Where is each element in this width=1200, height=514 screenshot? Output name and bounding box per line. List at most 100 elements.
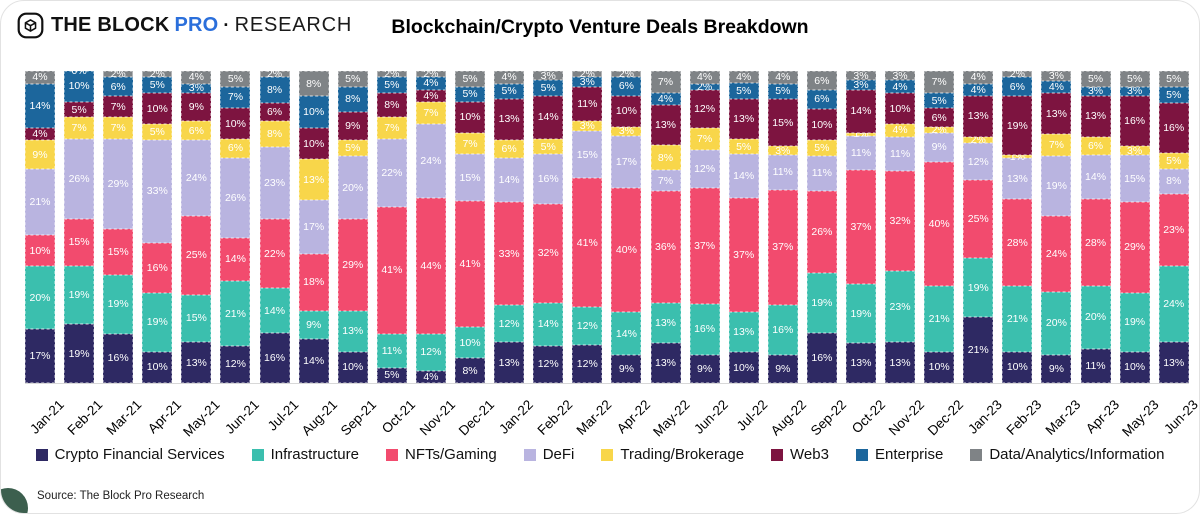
segment-value-label: 13% xyxy=(185,356,207,369)
segment-value-label: 5% xyxy=(501,85,517,98)
segment-crypto-financial-services: 9% xyxy=(611,355,642,383)
segment-enterprise: 5% xyxy=(142,77,173,93)
segment-nfts-gaming: 36% xyxy=(650,191,681,303)
segment-trading-brokerage: 7% xyxy=(1041,134,1072,157)
segment-defi: 7% xyxy=(650,169,681,192)
segment-value-label: 19% xyxy=(68,347,90,360)
segment-value-label: 14% xyxy=(537,111,559,124)
x-axis-label-jul-21: Jul-21 xyxy=(264,397,302,434)
segment-infrastructure: 20% xyxy=(1080,286,1111,349)
segment-infrastructure: 20% xyxy=(25,266,55,330)
segment-nfts-gaming: 29% xyxy=(337,219,368,311)
bar-jan-21: 17% 20% 10% 21% 9% 4% 14% 4% xyxy=(25,71,55,383)
segment-value-label: 16% xyxy=(772,323,794,336)
segment-enterprise: 4% xyxy=(963,83,994,96)
segment-web3: 13% xyxy=(494,99,525,140)
segment-defi: 14% xyxy=(494,158,525,203)
bar-apr-21: 10% 19% 16% 33% 5% 10% 5% 2% xyxy=(142,71,173,383)
segment-value-label: 9% xyxy=(931,141,947,154)
segment-value-label: 40% xyxy=(928,217,950,230)
segment-enterprise: 5% xyxy=(376,77,407,93)
segment-value-label: 10% xyxy=(303,137,325,150)
segment-defi: 24% xyxy=(415,123,446,198)
segment-value-label: 20% xyxy=(29,291,51,304)
segment-value-label: 44% xyxy=(420,259,442,272)
segment-value-label: 10% xyxy=(889,102,911,115)
segment-value-label: 3% xyxy=(579,120,595,133)
segment-crypto-financial-services: 21% xyxy=(963,317,994,383)
segment-value-label: 12% xyxy=(576,358,598,371)
bar-sep-22: 16% 19% 26% 11% 5% 10% 6% 6% xyxy=(806,71,837,383)
segment-web3: 6% xyxy=(924,108,955,128)
x-axis-label-aug-21: Aug-21 xyxy=(298,397,341,439)
segment-infrastructure: 24% xyxy=(1158,266,1189,343)
segment-enterprise: 4% xyxy=(415,77,446,90)
segment-value-label: 29% xyxy=(342,258,364,271)
segment-enterprise: 4% xyxy=(885,80,916,93)
logo-pro: PRO xyxy=(174,14,219,36)
segment-data-analytics-information: 4% xyxy=(767,71,798,84)
bar-feb-23: 10% 21% 28% 13% 1% 19% 6% 2% xyxy=(1002,71,1033,383)
x-axis-label-jul-22: Jul-22 xyxy=(733,397,771,434)
segment-enterprise: 3% xyxy=(845,78,876,91)
segment-value-label: 13% xyxy=(654,119,676,132)
segment-enterprise: 5% xyxy=(728,83,759,99)
segment-trading-brokerage: 3% xyxy=(767,145,798,156)
segment-web3: 13% xyxy=(728,98,759,139)
segment-value-label: 9% xyxy=(306,318,322,331)
segment-infrastructure: 23% xyxy=(885,270,916,343)
segment-value-label: 11% xyxy=(811,167,832,180)
segment-value-label: 13% xyxy=(1006,172,1028,185)
segment-data-analytics-information: 4% xyxy=(181,71,212,84)
segment-data-analytics-information: 2% xyxy=(103,71,134,79)
x-axis-label-mar-23: Mar-23 xyxy=(1042,397,1084,438)
bar-jan-22: 13% 12% 33% 14% 6% 13% 5% 4% xyxy=(494,71,525,383)
segment-value-label: 28% xyxy=(1085,236,1107,249)
x-axis-label-jan-22: Jan-22 xyxy=(496,397,536,437)
segment-value-label: 4% xyxy=(32,71,48,84)
segment-web3: 10% xyxy=(298,127,329,160)
segment-web3: 9% xyxy=(181,93,212,122)
bar-aug-21: 14% 9% 18% 17% 13% 10% 10% 8% xyxy=(298,71,329,383)
segment-value-label: 13% xyxy=(1163,356,1185,369)
segment-web3: 4% xyxy=(415,89,446,102)
segment-value-label: 14% xyxy=(264,304,286,317)
bar-jan-23: 21% 19% 25% 12% 2% 13% 4% 4% xyxy=(963,71,994,383)
segment-defi: 15% xyxy=(1119,155,1150,203)
segment-web3: 10% xyxy=(455,101,486,133)
segment-value-label: 5% xyxy=(1166,88,1182,101)
segment-enterprise: 4% xyxy=(650,92,681,106)
segment-value-label: 19% xyxy=(1006,119,1028,132)
segment-value-label: 20% xyxy=(342,181,364,194)
segment-value-label: 17% xyxy=(303,221,325,234)
segment-nfts-gaming: 41% xyxy=(376,206,407,334)
segment-value-label: 3% xyxy=(853,78,869,91)
segment-enterprise: 3% xyxy=(572,77,603,87)
bar-mar-23: 9% 20% 24% 19% 7% 13% 4% 3% xyxy=(1041,71,1072,383)
segment-web3: 8% xyxy=(376,92,407,118)
segment-value-label: 11% xyxy=(850,146,872,159)
segment-infrastructure: 12% xyxy=(415,333,446,371)
segment-value-label: 20% xyxy=(1045,317,1067,330)
segment-trading-brokerage: 6% xyxy=(494,139,525,159)
segment-value-label: 12% xyxy=(224,358,246,371)
segment-defi: 26% xyxy=(220,157,251,238)
segment-value-label: 9% xyxy=(618,363,634,376)
x-axis-label-feb-22: Feb-22 xyxy=(534,397,575,438)
segment-trading-brokerage: 1% xyxy=(1002,152,1033,162)
segment-value-label: 4% xyxy=(423,89,439,102)
segment-value-label: 6% xyxy=(266,106,283,118)
segment-value-label: 14% xyxy=(303,354,325,367)
segment-trading-brokerage: 7% xyxy=(376,117,407,139)
bar-may-23: 10% 19% 29% 15% 3% 16% 3% 5% xyxy=(1119,71,1150,383)
legend-label: Trading/Brokerage xyxy=(620,446,745,463)
segment-value-label: 16% xyxy=(107,352,129,365)
segment-value-label: 8% xyxy=(384,99,400,112)
segment-value-label: 4% xyxy=(892,124,908,137)
segment-value-label: 5% xyxy=(149,79,165,92)
segment-crypto-financial-services: 9% xyxy=(1041,354,1072,383)
segment-value-label: 5% xyxy=(462,72,478,85)
segment-data-analytics-information: 5% xyxy=(455,71,486,87)
legend-item-web3: Web3 xyxy=(771,446,829,463)
segment-value-label: 19% xyxy=(850,307,872,320)
